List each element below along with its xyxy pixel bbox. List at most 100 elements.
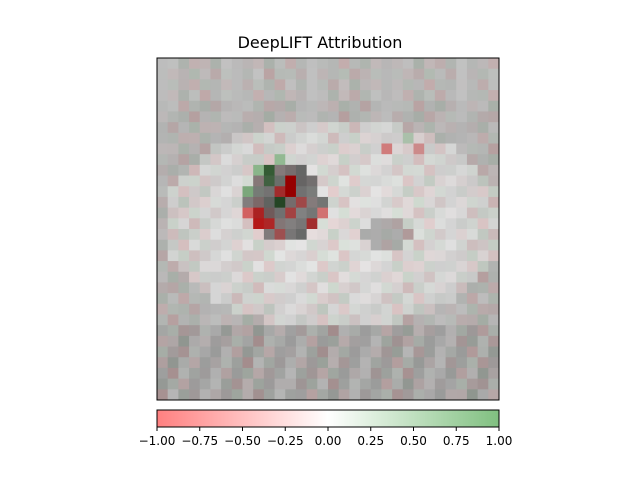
heatmap-cell	[306, 239, 318, 251]
heatmap-cell	[317, 293, 329, 305]
heatmap-cell	[477, 164, 489, 176]
heatmap-cell	[199, 111, 211, 123]
heatmap-cell	[285, 367, 297, 380]
heatmap-cell	[295, 196, 308, 209]
heatmap-cell	[178, 68, 190, 80]
heatmap-cell	[445, 58, 457, 70]
heatmap-cell	[402, 239, 414, 251]
heatmap-cell	[477, 282, 489, 294]
heatmap-cell	[199, 100, 211, 112]
heatmap-cell	[445, 68, 457, 80]
heatmap-cell	[231, 282, 243, 294]
heatmap-cell	[370, 186, 382, 198]
heatmap-cell	[392, 68, 404, 80]
heatmap-cell	[199, 282, 211, 294]
heatmap-cell	[295, 367, 308, 380]
heatmap-cell	[424, 218, 436, 230]
heatmap-cell	[328, 346, 340, 358]
heatmap-cell	[157, 196, 169, 209]
heatmap-cell	[231, 314, 243, 326]
heatmap-cell	[338, 250, 350, 262]
heatmap-cell	[349, 378, 361, 390]
heatmap-cell	[381, 132, 393, 144]
heatmap-cell	[370, 90, 382, 102]
heatmap-cell	[231, 229, 243, 241]
heatmap-cell	[434, 122, 446, 134]
heatmap-cell	[295, 186, 308, 198]
heatmap-cell	[466, 143, 479, 155]
heatmap-cell	[349, 68, 361, 80]
heatmap-cell	[317, 196, 329, 209]
heatmap-cell	[306, 250, 318, 262]
heatmap-cell	[242, 389, 254, 401]
heatmap-cell	[210, 132, 222, 144]
heatmap-cell	[285, 154, 297, 166]
heatmap-cell	[178, 90, 190, 102]
heatmap-cell	[317, 218, 329, 230]
heatmap-cell	[349, 293, 361, 305]
heatmap-cell	[221, 196, 233, 209]
heatmap-cell	[221, 303, 233, 315]
heatmap-cell	[381, 90, 393, 102]
heatmap-cells	[157, 58, 500, 401]
heatmap-cell	[381, 282, 393, 294]
heatmap-cell	[242, 164, 254, 176]
heatmap-cell	[413, 389, 425, 401]
heatmap-cell	[402, 335, 414, 347]
heatmap-cell	[424, 389, 436, 401]
heatmap-cell	[295, 378, 308, 390]
heatmap-cell	[178, 229, 190, 241]
heatmap-cell	[210, 100, 222, 112]
heatmap-cell	[189, 346, 201, 358]
heatmap-cell	[445, 132, 457, 144]
heatmap-cell	[402, 303, 414, 315]
heatmap-cell	[178, 389, 190, 401]
heatmap-cell	[221, 79, 233, 91]
heatmap-cell	[338, 261, 350, 273]
heatmap-cell	[306, 154, 318, 166]
heatmap-cell	[456, 314, 468, 326]
heatmap-cell	[445, 314, 457, 326]
heatmap-cell	[328, 196, 340, 209]
heatmap-cell	[488, 122, 500, 134]
heatmap-cell	[392, 378, 404, 390]
heatmap-cell	[328, 68, 340, 80]
heatmap-cell	[360, 250, 372, 262]
heatmap-cell	[413, 378, 425, 390]
heatmap-cell	[360, 143, 372, 155]
heatmap-cell	[210, 314, 222, 326]
heatmap-cell	[328, 58, 340, 70]
heatmap-cell	[349, 218, 361, 230]
heatmap-cell	[210, 68, 222, 80]
heatmap-cell	[456, 68, 468, 80]
heatmap-cell	[392, 132, 404, 144]
heatmap-cell	[242, 325, 254, 337]
heatmap-cell	[306, 271, 318, 283]
heatmap-cell	[392, 389, 404, 401]
heatmap-cell	[317, 186, 329, 198]
heatmap-cell	[317, 282, 329, 294]
heatmap-cell	[210, 282, 222, 294]
heatmap-cell	[306, 79, 318, 91]
heatmap-cell	[466, 357, 479, 369]
heatmap-cell	[477, 261, 489, 273]
heatmap-cell	[402, 90, 414, 102]
heatmap-cell	[338, 100, 350, 112]
heatmap-cell	[263, 122, 275, 134]
heatmap-cell	[157, 314, 169, 326]
heatmap-cell	[434, 111, 446, 123]
heatmap-cell	[221, 164, 233, 176]
heatmap-cell	[295, 250, 308, 262]
heatmap-cell	[349, 79, 361, 91]
heatmap-cell	[349, 239, 361, 251]
heatmap-cell	[328, 250, 340, 262]
heatmap-cell	[381, 335, 393, 347]
heatmap-cell	[157, 143, 169, 155]
heatmap-cell	[178, 122, 190, 134]
heatmap-cell	[381, 122, 393, 134]
heatmap-cell	[189, 111, 201, 123]
heatmap-cell	[360, 293, 372, 305]
heatmap-cell	[445, 325, 457, 337]
